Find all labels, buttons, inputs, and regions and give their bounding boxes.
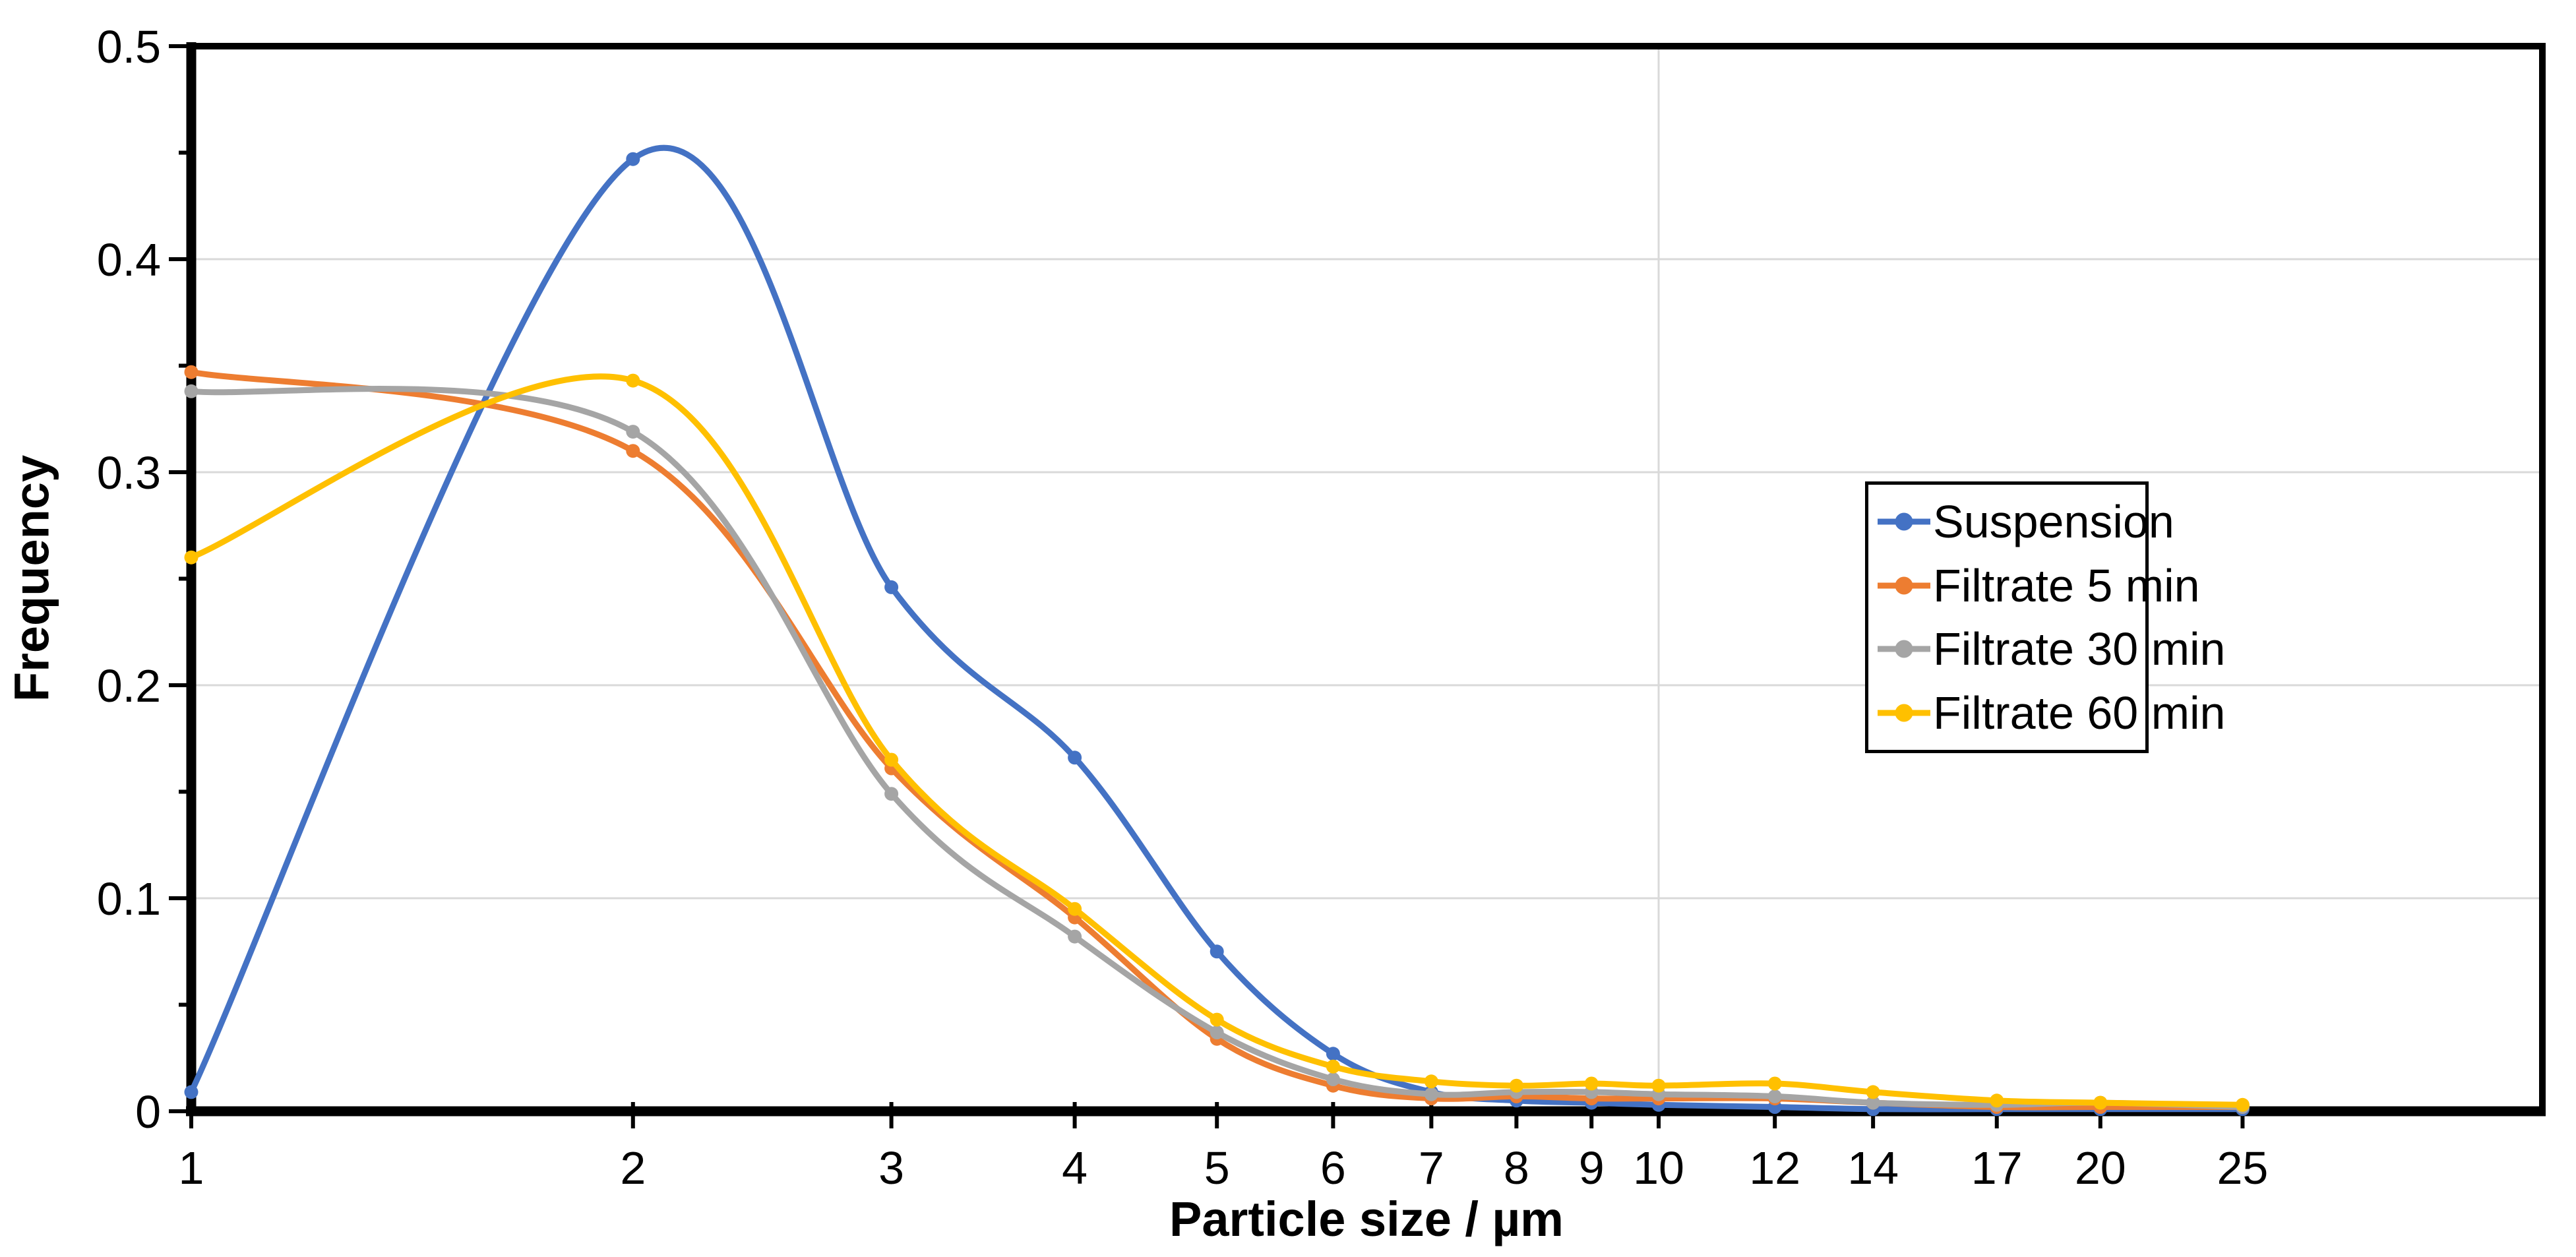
legend-label: Filtrate 60 min [1933,687,2226,739]
legend-label: Suspension [1933,496,2174,548]
series-line-filtrate-60-min [188,373,2246,1108]
y-tick-label: 0.3 [97,447,161,499]
data-point-filtrate-60-min [1990,1093,2004,1108]
data-point-filtrate-30-min [1424,1087,1438,1101]
y-tick-label: 0 [135,1086,161,1138]
data-point-filtrate-30-min [1866,1095,1880,1110]
data-point-filtrate-5-min [626,444,640,458]
data-point-filtrate-30-min [1068,929,1082,944]
data-point-filtrate-30-min [1210,1026,1224,1039]
x-tick-label: 6 [1320,1142,1346,1194]
x-tick-label: 12 [1749,1142,1800,1194]
data-point-filtrate-60-min [1651,1078,1666,1093]
x-tick-label: 17 [1971,1142,2023,1194]
series-line-filtrate-30-min [188,386,2246,1110]
legend: Suspension Filtrate 5 min Filtrate 30 min F… [1865,481,2225,753]
data-point-filtrate-60-min [1584,1076,1599,1091]
x-tick-label: 2 [620,1142,646,1194]
legend-item-filtrate-60-min: Filtrate 60 min [1878,687,2225,739]
x-tick-label: 5 [1204,1142,1230,1194]
data-point-filtrate-30-min [626,425,640,439]
y-tick-label: 0.1 [97,873,161,925]
x-tick-label: 10 [1633,1142,1684,1194]
y-tick-label: 0.4 [97,234,161,286]
data-point-filtrate-30-min [1767,1089,1782,1103]
data-point-filtrate-60-min [884,752,899,767]
data-point-filtrate-60-min [2235,1097,2250,1112]
data-point-filtrate-5-min [184,365,199,379]
data-point-filtrate-60-min [1509,1078,1523,1093]
y-tick-label: 0.5 [97,21,161,73]
legend-label: Filtrate 30 min [1933,623,2226,675]
data-point-suspension [1326,1047,1340,1061]
data-point-filtrate-60-min [1210,1012,1224,1027]
x-tick-label: 9 [1579,1142,1605,1194]
x-tick-label: 7 [1419,1142,1444,1194]
legend-item-suspension: Suspension [1878,495,2174,548]
data-point-filtrate-30-min [184,384,199,398]
data-point-filtrate-60-min [1326,1059,1340,1074]
legend-label: Filtrate 5 min [1933,559,2200,611]
legend-item-filtrate-5-min: Filtrate 5 min [1878,559,2200,612]
data-point-filtrate-60-min [1866,1085,1880,1099]
legend-line-marker-icon [1878,639,1930,659]
x-tick-label: 1 [179,1142,204,1194]
x-tick-label: 20 [2075,1142,2126,1194]
x-tick-label: 4 [1062,1142,1088,1194]
legend-item-filtrate-30-min: Filtrate 30 min [1878,623,2225,675]
legend-line-marker-icon [1878,512,1930,532]
data-point-filtrate-30-min [884,787,899,801]
data-point-filtrate-60-min [184,550,199,565]
data-point-suspension [184,1085,199,1099]
data-point-filtrate-60-min [1424,1074,1438,1089]
x-tick-label: 14 [1847,1142,1899,1194]
data-point-filtrate-30-min [1326,1072,1340,1086]
x-tick-label: 8 [1504,1142,1529,1194]
y-axis-title: Frequency [4,454,59,702]
data-point-filtrate-60-min [2093,1095,2108,1110]
data-point-suspension [1068,751,1082,765]
data-point-suspension [884,580,899,594]
series-line-suspension [188,144,2246,1113]
x-tick-label: 25 [2217,1142,2268,1194]
x-axis-title: Particle size / µm [1169,1192,1564,1246]
legend-line-marker-icon [1878,703,1930,723]
data-point-filtrate-60-min [626,373,640,388]
data-point-suspension [1210,944,1224,959]
data-point-filtrate-60-min [1767,1076,1782,1091]
data-point-suspension [626,152,640,166]
x-tick-label: 3 [878,1142,904,1194]
legend-line-marker-icon [1878,576,1930,596]
data-point-filtrate-60-min [1068,902,1082,916]
y-tick-label: 0.2 [97,660,161,712]
